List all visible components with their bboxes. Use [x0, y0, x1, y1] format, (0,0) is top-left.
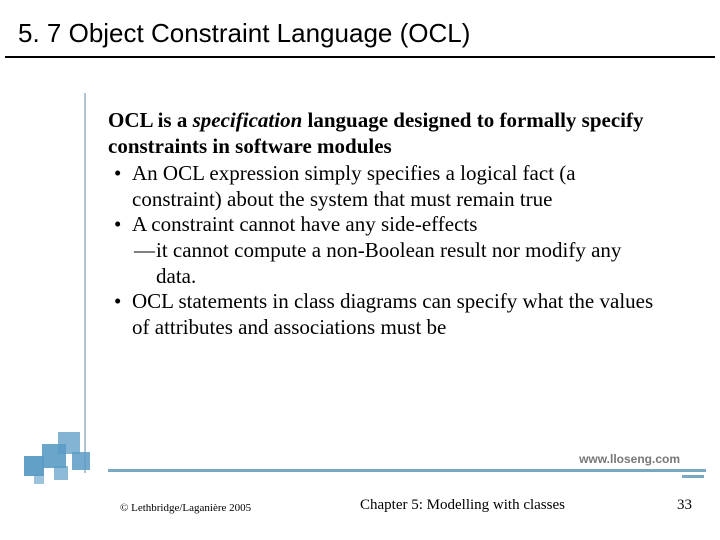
intro-emphasis: specification	[193, 108, 303, 132]
corner-graphic	[18, 424, 102, 484]
bullet-3: OCL statements in class diagrams can spe…	[108, 289, 663, 340]
square-icon	[58, 432, 80, 454]
chapter-label: Chapter 5: Modelling with classes	[360, 497, 565, 514]
copyright: © Lethbridge/Laganière 2005	[120, 502, 251, 514]
bullet-1: An OCL expression simply specifies a log…	[108, 161, 663, 212]
bullet-2-text: A constraint cannot have any side-effect…	[132, 212, 477, 236]
bullet-2-sub: it cannot compute a non-Boolean result n…	[132, 238, 663, 289]
intro-paragraph: OCL is a specification language designed…	[108, 108, 663, 159]
title-underline	[5, 56, 715, 58]
square-icon	[72, 452, 90, 470]
bullet-2: A constraint cannot have any side-effect…	[108, 212, 663, 289]
footer-url: www.lloseng.com	[579, 452, 680, 466]
square-icon	[24, 456, 44, 476]
square-icon	[34, 474, 44, 484]
footer-rule	[108, 469, 706, 472]
intro-pre: OCL is a	[108, 108, 193, 132]
slide-title: 5. 7 Object Constraint Language (OCL)	[0, 0, 720, 57]
footer-tick	[682, 475, 704, 478]
bullet-list: An OCL expression simply specifies a log…	[108, 161, 663, 340]
page-number: 33	[677, 497, 692, 514]
vertical-accent-line	[84, 93, 86, 473]
slide-body: OCL is a specification language designed…	[108, 108, 663, 340]
square-icon	[54, 466, 68, 480]
